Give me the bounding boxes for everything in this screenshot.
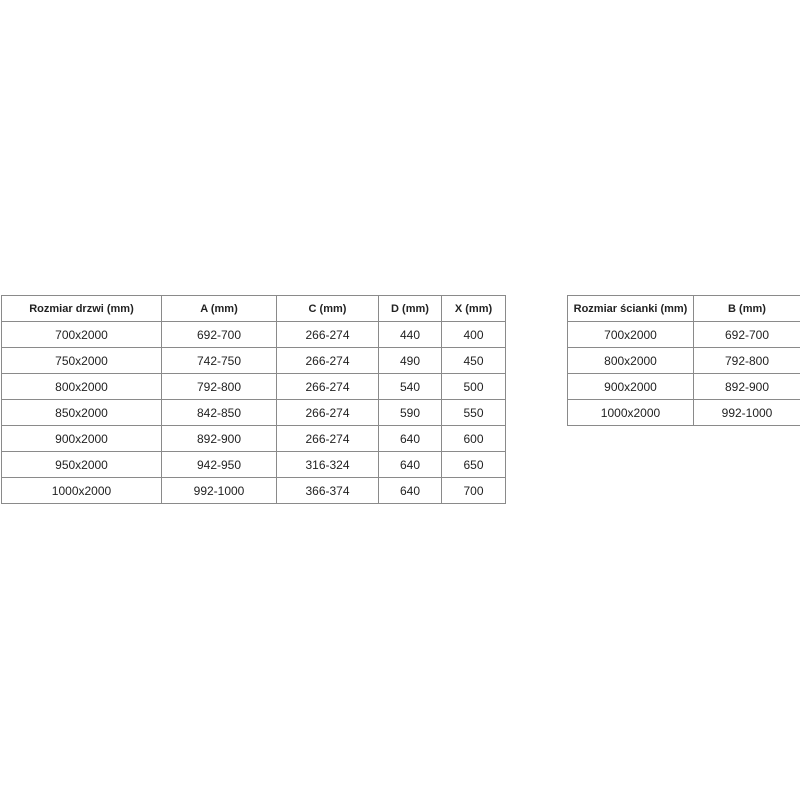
table-cell: 892-900 [693,373,800,400]
table-cell: 490 [378,347,442,374]
door-size-table: Rozmiar drzwi (mm) A (mm) C (mm) D (mm) X (m… [1,295,506,504]
table-cell: 600 [441,425,506,452]
table-cell: 316-324 [276,451,379,478]
table-cell: 266-274 [276,347,379,374]
table-cell: 450 [441,347,506,374]
column-header: C (mm) [276,295,379,322]
table-row: 900x2000 892-900 [567,373,800,400]
table-cell: 400 [441,321,506,348]
table-cell: 500 [441,373,506,400]
table-row: 950x2000 942-950 316-324 640 650 [1,451,506,478]
table-cell: 440 [378,321,442,348]
table-cell: 900x2000 [567,373,694,400]
column-header: B (mm) [693,295,800,322]
column-header: D (mm) [378,295,442,322]
table-row: 900x2000 892-900 266-274 640 600 [1,425,506,452]
table-cell: 590 [378,399,442,426]
table-cell: 650 [441,451,506,478]
table-row: 700x2000 692-700 266-274 440 400 [1,321,506,348]
table-cell: 700x2000 [567,321,694,348]
table-cell: 942-950 [161,451,277,478]
table-cell: 692-700 [161,321,277,348]
table-cell: 1000x2000 [1,477,162,504]
table-cell: 800x2000 [1,373,162,400]
table-cell: 692-700 [693,321,800,348]
table-row: 800x2000 792-800 [567,347,800,374]
table-cell: 892-900 [161,425,277,452]
table-row: 700x2000 692-700 [567,321,800,348]
table-row: 750x2000 742-750 266-274 490 450 [1,347,506,374]
table-cell: 266-274 [276,399,379,426]
table-cell: 900x2000 [1,425,162,452]
table-cell: 800x2000 [567,347,694,374]
table-cell: 750x2000 [1,347,162,374]
table-cell: 950x2000 [1,451,162,478]
table-cell: 640 [378,451,442,478]
table-row: 800x2000 792-800 266-274 540 500 [1,373,506,400]
table-cell: 842-850 [161,399,277,426]
table-cell: 792-800 [693,347,800,374]
column-header: Rozmiar ścianki (mm) [567,295,694,322]
table-cell: 742-750 [161,347,277,374]
table-cell: 266-274 [276,321,379,348]
column-header: X (mm) [441,295,506,322]
table-cell: 1000x2000 [567,399,694,426]
table-cell: 792-800 [161,373,277,400]
table-cell: 700 [441,477,506,504]
table-row: 1000x2000 992-1000 [567,399,800,426]
table-cell: 700x2000 [1,321,162,348]
table-cell: 992-1000 [161,477,277,504]
table-cell: 992-1000 [693,399,800,426]
wall-size-table: Rozmiar ścianki (mm) B (mm) 700x2000 692-7… [567,295,800,426]
table-cell: 540 [378,373,442,400]
table-cell: 266-274 [276,425,379,452]
table-header-row: Rozmiar ścianki (mm) B (mm) [567,295,800,322]
table-header-row: Rozmiar drzwi (mm) A (mm) C (mm) D (mm) X (m… [1,295,506,322]
table-cell: 850x2000 [1,399,162,426]
table-cell: 266-274 [276,373,379,400]
table-cell: 640 [378,477,442,504]
table-row: 850x2000 842-850 266-274 590 550 [1,399,506,426]
column-header: Rozmiar drzwi (mm) [1,295,162,322]
column-header: A (mm) [161,295,277,322]
table-row: 1000x2000 992-1000 366-374 640 700 [1,477,506,504]
table-cell: 550 [441,399,506,426]
table-cell: 640 [378,425,442,452]
table-cell: 366-374 [276,477,379,504]
